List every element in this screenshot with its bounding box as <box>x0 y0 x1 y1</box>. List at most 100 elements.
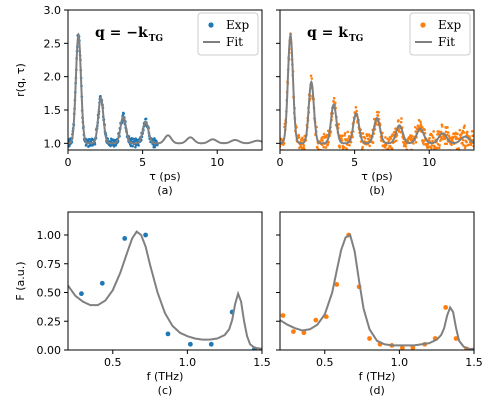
exp-point <box>302 144 306 147</box>
exp-point <box>343 134 346 137</box>
exp-point <box>131 144 134 148</box>
exp-point <box>410 345 416 350</box>
exp-point <box>410 134 414 138</box>
exp-point <box>400 117 403 120</box>
exp-point <box>384 151 387 154</box>
exp-point <box>465 132 469 136</box>
exp-point <box>340 139 344 142</box>
y-tick-label: 0.00 <box>37 344 62 357</box>
exp-point <box>334 282 340 287</box>
y-axis-label: F (a.u.) <box>14 261 27 300</box>
exp-point <box>319 150 322 153</box>
exp-point <box>437 132 440 136</box>
legend: Exp Fit <box>409 12 471 56</box>
exp-point <box>377 110 380 114</box>
exp-point <box>450 143 453 147</box>
fit-line <box>68 32 262 145</box>
x-tick-label: 10 <box>422 156 436 169</box>
exp-point <box>137 144 140 147</box>
exp-point <box>297 133 300 137</box>
exp-point <box>122 112 125 115</box>
x-axis-label: f (THz) <box>359 370 396 383</box>
panel-label: (c) <box>158 384 173 397</box>
plot-area <box>280 32 474 154</box>
y-tick-label: 3.0 <box>44 4 62 17</box>
exp-point <box>136 138 139 142</box>
exp-point <box>291 329 296 334</box>
exp-point <box>322 132 326 136</box>
exp-point <box>389 137 393 140</box>
exp-point <box>465 140 468 144</box>
y-axis-label: r(q, τ) <box>14 63 27 97</box>
exp-point <box>337 122 340 126</box>
exp-point <box>404 145 408 148</box>
exp-point <box>301 330 307 336</box>
exp-point <box>388 144 392 148</box>
panel-b: 0 5 10 τ (ps)(b) q = k TG Exp Fit <box>276 9 475 197</box>
x-tick-label: 0.5 <box>104 356 122 369</box>
exp-point <box>437 146 441 150</box>
exp-point <box>310 77 314 80</box>
exp-point <box>414 141 418 144</box>
exp-point <box>297 136 301 139</box>
exp-point <box>399 131 403 134</box>
x-axis-label: τ (ps) <box>149 170 180 183</box>
exp-point <box>165 331 171 337</box>
exp-point <box>430 134 434 137</box>
exp-point <box>367 133 371 136</box>
exp-point <box>443 137 447 141</box>
exp-point <box>463 124 466 127</box>
x-tick-label: 10 <box>210 156 224 169</box>
exp-point <box>456 132 459 136</box>
exp-point <box>361 145 364 149</box>
exp-point <box>470 129 474 133</box>
panel-d: 0.5 1.0 1.5 f (THz)(d) <box>276 211 483 397</box>
y-tick-label: 1.0 <box>44 137 62 150</box>
exp-point <box>430 144 434 147</box>
exp-point <box>345 147 348 150</box>
exp-point <box>93 143 97 146</box>
x-axis-label: f (THz) <box>147 370 184 383</box>
exp-point <box>316 145 319 149</box>
exp-point <box>79 291 84 297</box>
exp-point <box>468 135 471 138</box>
exp-point <box>338 146 342 149</box>
exp-point <box>420 125 424 129</box>
exp-point <box>447 134 451 138</box>
exp-point <box>332 96 336 100</box>
fit-line <box>68 230 262 350</box>
axes-frame <box>279 9 475 151</box>
exp-point <box>143 232 149 238</box>
exp-point <box>324 146 328 149</box>
q-annotation: q = k <box>307 25 348 41</box>
exp-point <box>355 109 358 113</box>
exp-point <box>467 143 471 147</box>
exp-point <box>88 137 91 141</box>
exp-point <box>371 141 375 144</box>
exp-point <box>301 136 304 140</box>
x-tick-label: 0.5 <box>316 356 334 369</box>
legend-exp-label: Exp <box>226 18 250 32</box>
exp-point <box>363 137 367 140</box>
exp-point <box>144 117 148 121</box>
exp-point <box>208 341 214 347</box>
exp-point <box>367 336 372 341</box>
fit-line <box>280 233 474 350</box>
exp-point <box>303 147 306 150</box>
exp-point <box>334 101 337 105</box>
exp-point <box>387 147 390 150</box>
exp-point <box>132 137 135 141</box>
exp-point <box>383 146 387 149</box>
exp-point <box>451 136 455 140</box>
x-axis-label: τ (ps) <box>361 170 392 183</box>
exp-point <box>431 139 434 143</box>
exp-point <box>446 131 450 134</box>
exp-point <box>462 131 466 134</box>
exp-point <box>361 132 365 135</box>
exp-point <box>461 141 464 145</box>
x-tick-label: 1.5 <box>465 356 483 369</box>
exp-point <box>325 136 328 139</box>
exp-point <box>376 114 380 117</box>
exp-point <box>187 341 193 347</box>
plot-area <box>280 232 474 350</box>
